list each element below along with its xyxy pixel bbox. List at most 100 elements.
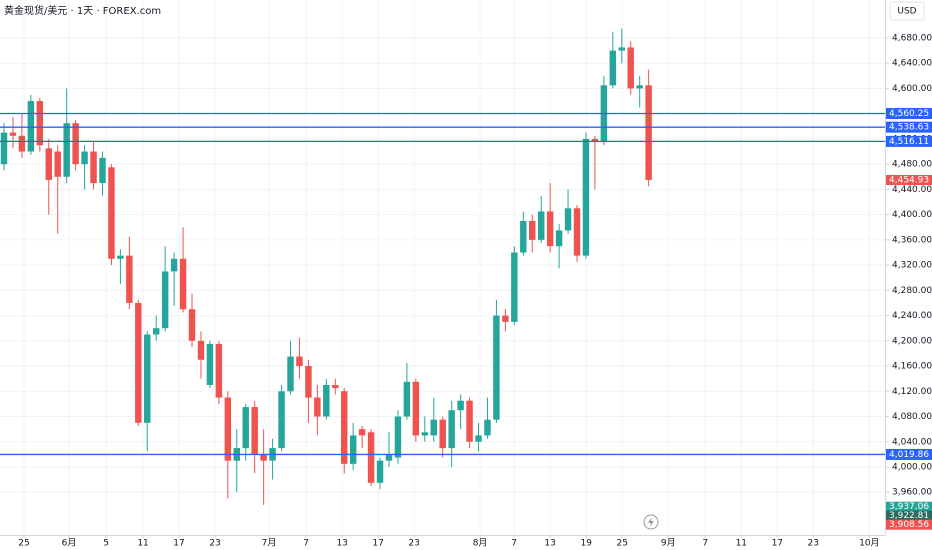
- candle-body: [152, 328, 160, 335]
- y-tick-label: 4,480.00: [892, 160, 932, 170]
- x-tick-label: 7: [702, 539, 708, 549]
- price-badge: [886, 519, 932, 530]
- y-tick-label: 4,160.00: [892, 362, 932, 372]
- x-tick-label: 7: [511, 539, 517, 549]
- x-tick-label: 17: [173, 539, 184, 549]
- x-tick-label: 11: [137, 539, 148, 549]
- y-tick-label: 3,960.00: [892, 488, 932, 498]
- y-tick-label: 4,360.00: [892, 235, 932, 245]
- candle-body: [188, 309, 196, 341]
- x-tick-label: 6月: [62, 538, 77, 549]
- price-label: 3,922.81: [889, 511, 929, 521]
- candle-body: [215, 343, 223, 398]
- y-tick-label: 4,240.00: [892, 311, 932, 321]
- level-label: 4,560.25: [889, 109, 929, 119]
- x-tick-label: 7: [303, 539, 309, 549]
- candle-body: [385, 454, 393, 461]
- candle-body: [90, 151, 97, 184]
- x-tick-label: 17: [372, 539, 383, 549]
- candle-body: [296, 356, 303, 367]
- x-tick-label: 8月: [473, 538, 488, 549]
- price-label: 3,908.56: [889, 520, 929, 530]
- candle-body: [72, 123, 79, 165]
- x-tick-label: 5: [103, 539, 109, 549]
- candle-body: [448, 410, 455, 449]
- candle-body: [117, 255, 124, 259]
- x-tick-label: 13: [336, 539, 347, 549]
- candle-body: [99, 157, 106, 184]
- currency-box[interactable]: [889, 1, 925, 21]
- candle-body: [27, 101, 35, 152]
- x-tick-label: 10月: [859, 538, 879, 549]
- candle-body: [251, 407, 258, 455]
- candle-body: [367, 432, 375, 483]
- candle-body: [242, 407, 249, 449]
- x-tick-label: 25: [616, 539, 627, 549]
- candle-body: [537, 211, 545, 240]
- x-tick-label: 17: [772, 539, 783, 549]
- candle-body: [502, 315, 509, 322]
- level-label: 4,516.11: [889, 137, 929, 147]
- level-label: 4,538.63: [889, 123, 929, 133]
- candle-body: [358, 429, 366, 436]
- candle-body: [376, 460, 384, 483]
- chart-title: 黄金现货/美元 · 1天 · FOREX.com: [4, 4, 161, 17]
- candle-body: [126, 255, 133, 303]
- candle-body: [627, 47, 634, 89]
- candle-body: [394, 416, 402, 458]
- candle-body: [161, 271, 169, 329]
- candle-body: [81, 151, 88, 165]
- candle-body: [197, 340, 205, 360]
- candle-body: [332, 384, 339, 389]
- candle-body: [305, 366, 312, 398]
- axis-layer: 3,960.00 4,000.00 4,040.00 4,080.00 4,120.00…: [18, 33, 932, 549]
- x-tick-label: 23: [408, 539, 419, 549]
- candle-body: [645, 85, 652, 180]
- timezone-icon[interactable]: [643, 514, 659, 530]
- x-tick-label: 25: [18, 539, 29, 549]
- candle-body: [484, 419, 491, 436]
- candle-body: [511, 252, 518, 322]
- candle-body: [582, 138, 590, 256]
- y-tick-label: 4,400.00: [892, 210, 932, 220]
- candle-body: [63, 123, 70, 177]
- candle-body: [260, 454, 267, 461]
- candle-body: [314, 397, 321, 417]
- candle-body: [609, 50, 617, 86]
- x-tick-label: 7月: [262, 538, 277, 549]
- candle-body: [108, 167, 115, 259]
- candle-body: [206, 343, 214, 385]
- level-badge: [886, 108, 932, 120]
- level-layer: [0, 112, 885, 456]
- candle-body: [475, 435, 482, 442]
- level-label: 4,019.86: [889, 450, 929, 460]
- candle-body: [179, 258, 187, 310]
- candle-body: [430, 419, 437, 436]
- candle-body: [493, 315, 500, 420]
- candle-body: [341, 391, 348, 464]
- candle-body: [546, 211, 554, 247]
- candle-body: [555, 230, 563, 247]
- candle-body: [466, 400, 473, 442]
- candle-body: [529, 220, 536, 240]
- candle-body: [520, 220, 527, 253]
- candle-body: [591, 138, 599, 143]
- candle-body: [224, 397, 232, 461]
- candle-body: [564, 208, 572, 231]
- level-badge: [886, 135, 932, 147]
- candle-body: [439, 419, 446, 449]
- candle-body: [54, 151, 61, 177]
- candle-body: [18, 135, 26, 152]
- candle-body: [618, 47, 625, 51]
- candle-body: [278, 391, 285, 449]
- y-tick-label: 4,280.00: [892, 286, 932, 296]
- y-tick-label: 4,640.00: [892, 59, 932, 69]
- candle-body: [636, 85, 643, 89]
- x-tick-label: 19: [581, 539, 593, 549]
- price-label: 4,454.93: [889, 175, 929, 185]
- y-tick-label: 4,200.00: [892, 336, 932, 346]
- y-tick-label: 4,000.00: [892, 462, 932, 472]
- price-label: 3,937.06: [889, 502, 929, 512]
- y-tick-label: 4,600.00: [892, 84, 932, 94]
